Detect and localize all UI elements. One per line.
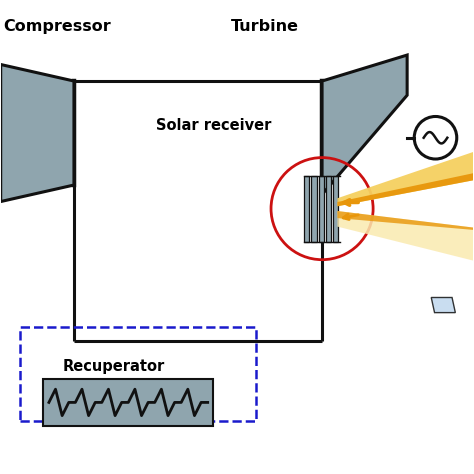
- Bar: [311, 175, 317, 242]
- Bar: [326, 175, 331, 242]
- Bar: [333, 175, 338, 242]
- Polygon shape: [322, 55, 407, 194]
- Bar: [19, 327, 256, 421]
- Polygon shape: [337, 152, 474, 206]
- Text: Solar receiver: Solar receiver: [155, 118, 271, 134]
- Polygon shape: [337, 173, 474, 206]
- Polygon shape: [431, 298, 456, 313]
- Text: Compressor: Compressor: [3, 19, 111, 34]
- Bar: [319, 175, 324, 242]
- Polygon shape: [337, 211, 474, 230]
- Polygon shape: [0, 64, 74, 201]
- Text: Recuperator: Recuperator: [63, 359, 165, 374]
- Bar: [43, 379, 213, 426]
- Polygon shape: [337, 211, 474, 261]
- Text: Turbine: Turbine: [231, 19, 300, 34]
- Bar: [304, 175, 310, 242]
